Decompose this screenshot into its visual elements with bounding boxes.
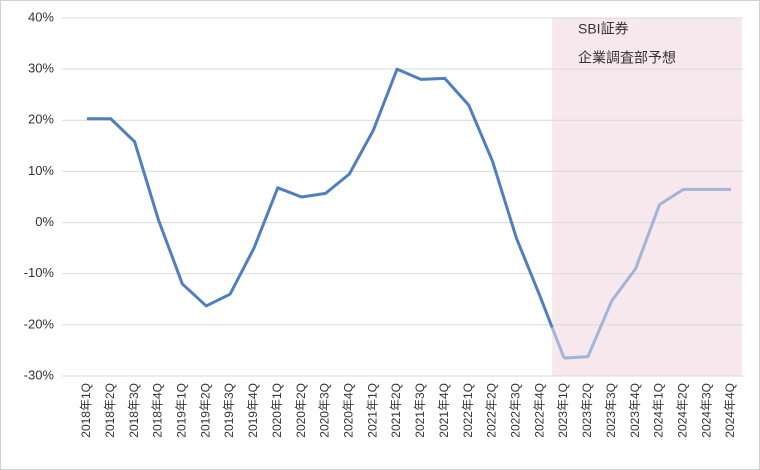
x-tick-label: 2020年2Q — [294, 383, 308, 438]
x-tick-label: 2022年1Q — [461, 383, 475, 438]
x-tick-label: 2018年4Q — [151, 383, 165, 438]
x-tick-label: 2021年4Q — [437, 383, 451, 438]
x-tick-label: 2019年4Q — [246, 383, 260, 438]
x-tick-label: 2021年1Q — [365, 383, 379, 438]
x-tick-label: 2024年2Q — [676, 383, 690, 438]
forecast-region — [552, 18, 742, 376]
x-tick-label: 2018年2Q — [103, 383, 117, 438]
annotation: 企業調査部予想 — [578, 50, 676, 66]
x-tick-label: 2019年1Q — [175, 383, 189, 438]
x-tick-label: 2023年2Q — [580, 383, 594, 438]
x-tick-label: 2023年4Q — [628, 383, 642, 438]
x-tick-label: 2024年3Q — [699, 383, 713, 438]
y-tick-label: 0% — [35, 214, 54, 229]
y-tick-label: 40% — [28, 9, 54, 24]
x-tick-label: 2020年1Q — [270, 383, 284, 438]
x-tick-label: 2018年3Q — [127, 383, 141, 438]
x-tick-label: 2022年4Q — [532, 383, 546, 438]
x-tick-label: 2023年1Q — [556, 383, 570, 438]
x-tick-label: 2022年2Q — [485, 383, 499, 438]
x-tick-label: 2020年4Q — [342, 383, 356, 438]
connector-actual — [538, 296, 554, 328]
x-tick-label: 2023年3Q — [604, 383, 618, 438]
series-line — [86, 67, 542, 308]
x-tick-label: 2021年2Q — [389, 383, 403, 438]
x-tick-label: 2021年3Q — [413, 383, 427, 438]
x-tick-label: 2019年2Q — [198, 383, 212, 438]
x-tick-label: 2018年1Q — [79, 383, 93, 438]
x-tick-label: 2019年3Q — [222, 383, 236, 438]
x-tick-label: 2024年1Q — [652, 383, 666, 438]
y-tick-label: -30% — [24, 367, 55, 382]
y-tick-label: 30% — [28, 61, 54, 76]
series-line — [563, 187, 732, 360]
y-tick-label: -20% — [24, 316, 55, 331]
y-tick-label: 20% — [28, 112, 54, 127]
x-tick-label: 2022年3Q — [509, 383, 523, 438]
connector-forecast — [550, 326, 566, 359]
y-tick-label: -10% — [24, 265, 55, 280]
x-tick-label: 2024年4Q — [723, 383, 737, 438]
y-tick-label: 10% — [28, 163, 54, 178]
annotation: SBI証券 — [578, 21, 629, 37]
x-tick-label: 2020年3Q — [318, 383, 332, 438]
